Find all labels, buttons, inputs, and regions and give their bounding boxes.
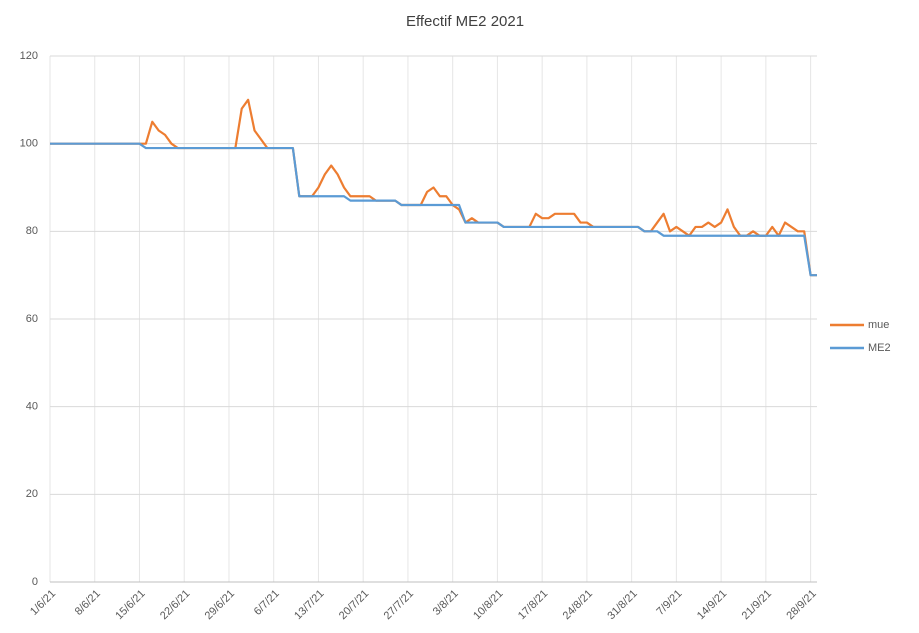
x-tick-label: 14/9/21 — [695, 588, 729, 622]
x-tick-label: 6/7/21 — [252, 588, 282, 618]
x-tick-label: 28/9/21 — [784, 588, 818, 622]
x-tick-label: 13/7/21 — [292, 588, 326, 622]
series-line — [50, 98, 817, 277]
x-tick-label: 21/9/21 — [740, 588, 774, 622]
x-tick-label: 7/9/21 — [654, 588, 684, 618]
x-tick-label: 15/6/21 — [113, 588, 147, 622]
y-tick-label: 40 — [26, 401, 38, 413]
x-tick-label: 27/7/21 — [382, 588, 416, 622]
legend-label: ME2 — [868, 342, 891, 354]
x-tick-label: 3/8/21 — [431, 588, 461, 618]
x-tick-label: 29/6/21 — [203, 588, 237, 622]
x-tick-label: 17/8/21 — [516, 588, 550, 622]
y-tick-label: 120 — [20, 50, 38, 62]
x-tick-label: 22/6/21 — [158, 588, 192, 622]
y-tick-label: 20 — [26, 488, 38, 500]
x-tick-label: 31/8/21 — [605, 588, 639, 622]
y-tick-label: 60 — [26, 313, 38, 325]
x-tick-label: 20/7/21 — [337, 588, 371, 622]
y-tick-label: 100 — [20, 138, 38, 150]
legend-label: mue — [868, 319, 889, 331]
y-tick-label: 80 — [26, 225, 38, 237]
x-tick-label: 1/6/21 — [28, 588, 58, 618]
series-line — [50, 142, 817, 277]
y-tick-label: 0 — [32, 576, 38, 588]
x-tick-label: 8/6/21 — [73, 588, 103, 618]
x-tick-label: 10/8/21 — [471, 588, 505, 622]
chart-title: Effectif ME2 2021 — [406, 13, 524, 30]
x-tick-label: 24/8/21 — [561, 588, 595, 622]
